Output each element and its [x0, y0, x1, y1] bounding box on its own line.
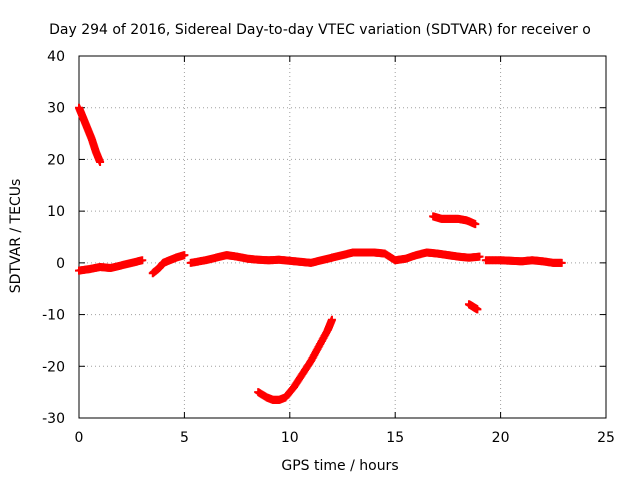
data-point	[180, 251, 189, 260]
y-tick-label: -30	[42, 411, 65, 427]
grid-layer	[79, 56, 606, 418]
data-point	[96, 158, 105, 167]
plot-frame	[78, 55, 607, 419]
y-tick-label: 10	[47, 204, 65, 220]
y-tick-label: 30	[47, 101, 65, 117]
data-segment	[148, 251, 189, 278]
data-segment	[75, 256, 147, 275]
data-point	[473, 305, 482, 314]
data-segment	[75, 103, 105, 167]
data-segment	[254, 315, 336, 404]
x-tick-label: 15	[386, 430, 404, 446]
data-point	[471, 220, 480, 229]
y-tick-label: 0	[56, 256, 65, 272]
x-axis-label: GPS time / hours	[281, 458, 398, 474]
x-tick-label: 0	[75, 430, 84, 446]
ticks-layer: 0 5 10 15 20 25 -30 -20 -10 0 10 20 30 40	[42, 49, 615, 446]
y-tick-label: -10	[42, 308, 65, 324]
data-segment	[464, 300, 482, 314]
chart-title: Day 294 of 2016, Sidereal Day-to-day VTE…	[49, 22, 591, 38]
x-tick-label: 10	[281, 430, 299, 446]
y-tick-label: -20	[42, 359, 65, 375]
x-tick-label: 25	[597, 430, 615, 446]
data-point	[475, 252, 484, 261]
data-segment	[481, 256, 566, 267]
points-layer	[75, 103, 566, 404]
y-tick-label: 40	[47, 49, 65, 65]
data-segment	[327, 248, 484, 265]
data-point	[327, 315, 336, 324]
x-tick-label: 5	[180, 430, 189, 446]
data-segment	[186, 251, 336, 267]
y-axis-label: SDTVAR / TECUs	[8, 179, 24, 294]
data-segment	[429, 212, 480, 229]
data-point	[138, 256, 147, 265]
x-tick-label: 20	[492, 430, 510, 446]
y-tick-label: 20	[47, 152, 65, 168]
data-point	[557, 258, 566, 267]
